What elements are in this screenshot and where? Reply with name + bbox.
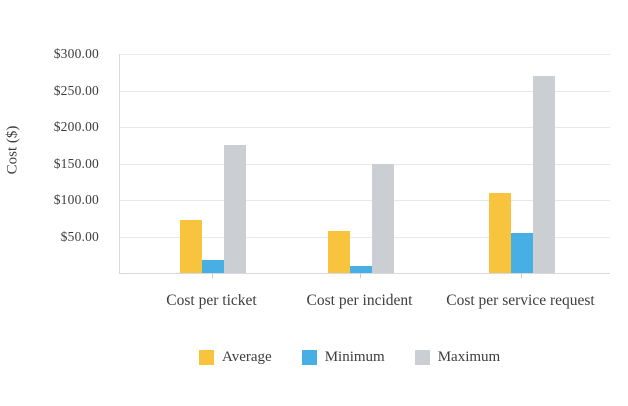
x-tick-mark-1 <box>212 273 213 278</box>
x-tick-mark-2 <box>360 273 361 278</box>
legend-label-minimum: Minimum <box>324 349 385 365</box>
y-tick-label-100: $100.00 <box>53 192 99 207</box>
bar-maximum-cost-per-incident <box>371 163 394 273</box>
y-tick-label-250: $250.00 <box>53 82 99 98</box>
y-axis-title: Cost ($) <box>4 125 21 175</box>
y-tick-label-150: $150.00 <box>53 155 99 171</box>
bar-average-cost-per-ticket <box>179 220 202 273</box>
gridline-300 <box>120 54 610 55</box>
gridline-250 <box>120 90 610 92</box>
legend-swatch-minimum <box>301 350 317 365</box>
y-tick-label-200: $200.00 <box>53 119 99 134</box>
bar-minimum-cost-per-incident <box>349 265 372 273</box>
bar-maximum-cost-per-service-request <box>532 75 555 273</box>
legend: Average Minimum Maximum <box>199 349 530 366</box>
bar-average-cost-per-incident <box>327 231 350 273</box>
legend-swatch-average <box>199 350 214 365</box>
x-tick-mark-3 <box>521 273 522 278</box>
legend-label-maximum: Maximum <box>437 349 501 365</box>
bar-minimum-cost-per-ticket <box>201 259 224 273</box>
legend-item-maximum: Maximum <box>414 349 501 366</box>
y-tick-label-50: $50.00 <box>60 228 99 244</box>
bar-minimum-cost-per-service-request <box>510 232 533 273</box>
x-category-label-cost-per-incident: Cost per incident <box>306 292 413 309</box>
x-category-label-cost-per-service-request: Cost per service request <box>446 292 595 309</box>
x-category-label-cost-per-ticket: Cost per ticket <box>166 292 257 309</box>
legend-swatch-maximum <box>414 350 430 365</box>
gridline-150 <box>120 163 610 165</box>
plot-area <box>119 54 610 278</box>
gridline-100 <box>120 200 610 201</box>
gridline-200 <box>120 127 610 128</box>
legend-label-average: Average <box>222 349 272 365</box>
bar-average-cost-per-service-request <box>488 192 511 273</box>
legend-item-minimum: Minimum <box>301 349 385 366</box>
legend-item-average: Average <box>199 349 272 366</box>
gridline-50 <box>120 236 610 238</box>
bar-maximum-cost-per-ticket <box>223 145 246 273</box>
y-tick-label-300: $300.00 <box>53 46 99 61</box>
